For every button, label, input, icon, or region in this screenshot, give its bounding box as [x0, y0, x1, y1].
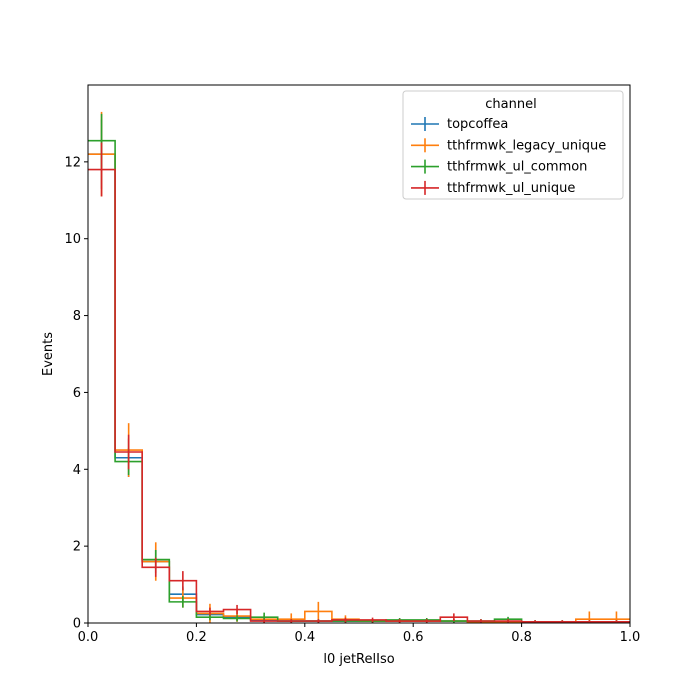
y-tick-label: 10: [64, 232, 81, 247]
x-tick-label: 0.8: [511, 630, 532, 645]
legend-label: tthfrmwk_ul_unique: [447, 181, 575, 196]
x-axis-label: l0 jetRelIso: [323, 652, 394, 667]
legend-entry-topcoffea: topcoffea: [411, 117, 508, 132]
legend: channel topcoffea tthfrmwk_legacy_uniquett…: [402, 90, 624, 200]
legend-entry-tthfrmwk_ul_common: tthfrmwk_ul_common: [411, 159, 587, 175]
x-tick-label: 0.6: [403, 630, 424, 645]
legend-entry-tthfrmwk_legacy_unique: tthfrmwk_legacy_unique: [411, 138, 606, 153]
legend-title: channel: [485, 97, 536, 112]
y-tick-label: 8: [73, 309, 81, 324]
legend-box: [402, 90, 624, 200]
y-tick-label: 2: [73, 540, 81, 555]
y-tick-label: 0: [73, 617, 81, 632]
y-tick-label: 6: [73, 386, 81, 401]
axes-frame: [87, 84, 631, 624]
legend-label: tthfrmwk_ul_common: [447, 160, 587, 175]
legend-entry-tthfrmwk_ul_unique: tthfrmwk_ul_unique: [411, 180, 575, 196]
legend-label: topcoffea: [447, 117, 508, 132]
x-tick-label: 1.0: [620, 630, 641, 645]
axes-layer: 0.0 0.2 0.4 0.6 0.8 1.0 0 2 4 6 8 10 12 l0 jetRelIso E…: [41, 84, 641, 667]
y-axis-label: Events: [41, 332, 56, 376]
x-tick-label: 0.4: [294, 630, 315, 645]
y-tick-label: 4: [73, 463, 81, 478]
series-step-line: [88, 168, 630, 623]
legend-label: tthfrmwk_legacy_unique: [447, 138, 606, 153]
series-layer: [88, 111, 630, 623]
x-tick-label: 0.2: [186, 630, 207, 645]
y-tick-label: 12: [64, 155, 81, 170]
x-tick-label: 0.0: [78, 630, 99, 645]
